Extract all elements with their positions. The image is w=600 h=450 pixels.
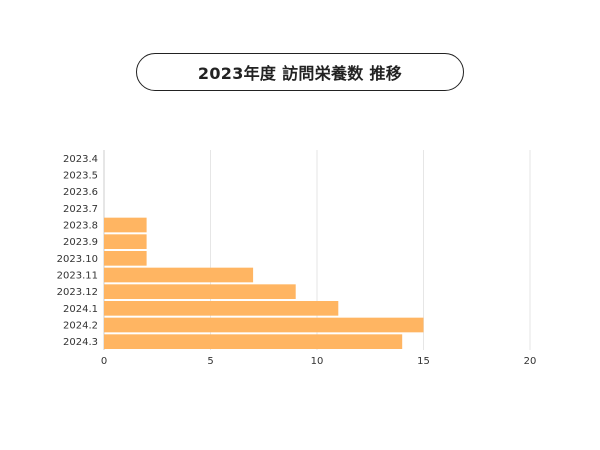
bar-2023.9 bbox=[104, 234, 147, 249]
x-tick-label: 20 bbox=[524, 356, 537, 367]
x-tick-label: 10 bbox=[311, 356, 324, 367]
category-label: 2023.8 bbox=[63, 221, 98, 232]
category-label: 2023.4 bbox=[63, 154, 98, 165]
bars bbox=[104, 217, 424, 349]
category-label: 2023.11 bbox=[57, 271, 98, 282]
x-tick-label: 15 bbox=[417, 356, 430, 367]
bar-2024.3 bbox=[104, 334, 403, 349]
x-tick-label: 5 bbox=[207, 356, 213, 367]
bar-2024.1 bbox=[104, 301, 339, 316]
bar-2023.10 bbox=[104, 251, 147, 266]
x-tick-labels: 0 5 10 15 20 bbox=[101, 356, 537, 367]
chart-title: 2023年度 訪問栄養数 推移 bbox=[136, 53, 464, 91]
bar-2023.8 bbox=[104, 217, 147, 233]
grid-lines bbox=[103, 150, 531, 350]
category-label: 2023.10 bbox=[57, 254, 98, 265]
category-label: 2023.7 bbox=[63, 204, 98, 215]
category-labels: 2023.4 2023.5 2023.6 2023.7 2023.8 2023.9 2023… bbox=[57, 154, 98, 348]
bar-2023.12 bbox=[104, 284, 296, 299]
category-label: 2024.2 bbox=[63, 321, 98, 332]
category-label: 2023.9 bbox=[63, 237, 98, 248]
category-label: 2024.3 bbox=[63, 337, 98, 348]
bar-2024.2 bbox=[104, 317, 424, 333]
category-label: 2023.5 bbox=[63, 171, 98, 182]
x-tick-label: 0 bbox=[101, 356, 107, 367]
category-label: 2023.12 bbox=[57, 287, 98, 298]
category-label: 2024.1 bbox=[63, 304, 98, 315]
category-label: 2023.6 bbox=[63, 187, 98, 198]
bar-2023.11 bbox=[104, 267, 254, 283]
